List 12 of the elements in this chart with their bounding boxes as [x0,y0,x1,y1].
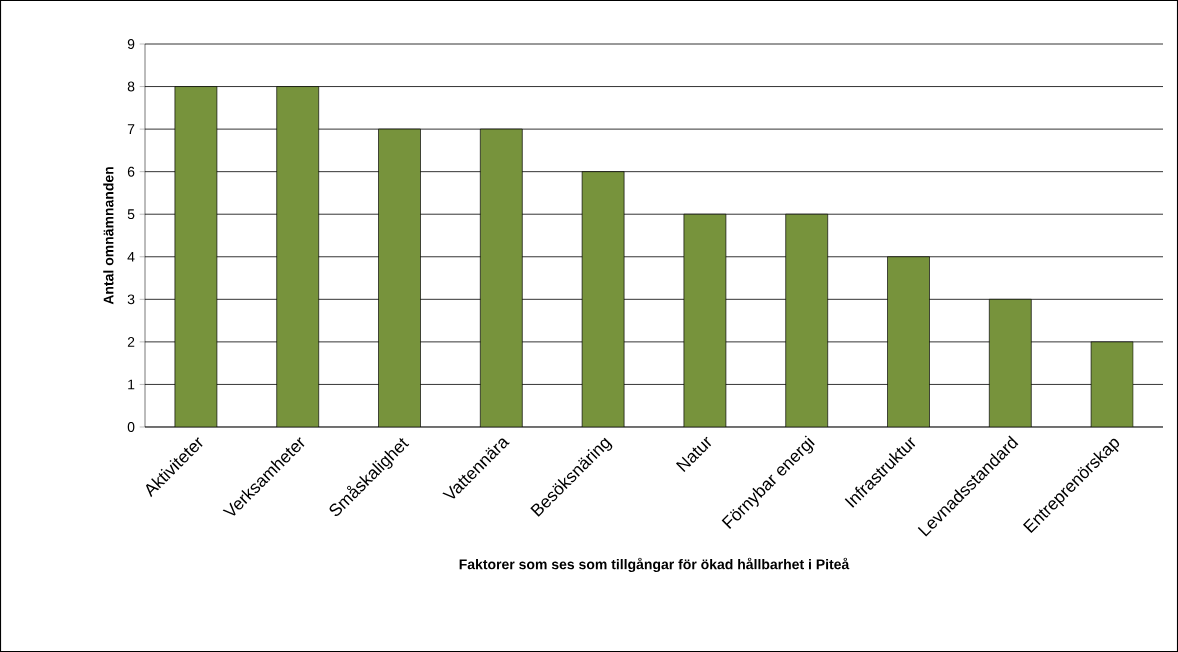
y-tick-label: 8 [127,81,135,92]
y-tick-label: 1 [128,379,135,390]
x-axis-title: Faktorer som ses som tillgångar för ökad hållbarhet i Piteå [459,557,850,573]
y-tick-label: 6 [127,166,135,177]
y-tick-label: 2 [127,337,135,347]
y-tick-label: 3 [127,294,135,305]
y-tick-label: 9 [127,39,135,49]
y-tick-label: 5 [127,209,135,220]
y-tick-label: 7 [127,124,135,134]
y-axis-title: Antal omnämnanden [103,167,114,305]
y-tick-label: 4 [127,251,135,262]
y-tick-label: 0 [127,422,135,432]
